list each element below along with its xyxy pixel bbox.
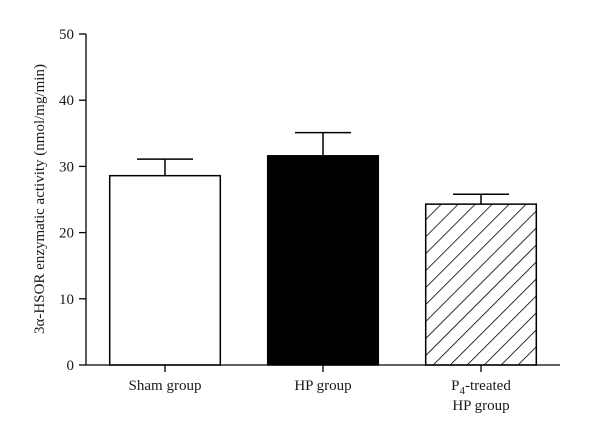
- y-tick-label: 40: [59, 93, 74, 109]
- bar: [108, 174, 222, 366]
- y-axis-label: 3α-HSOR enzymatic activity (nmol/mg/min): [32, 64, 48, 334]
- y-tick-label: 0: [67, 358, 75, 374]
- x-category-label: P4-treated: [451, 378, 511, 397]
- x-category-label: HP group: [452, 398, 509, 414]
- x-category-label-part: -treated: [465, 378, 511, 394]
- bar: [424, 203, 538, 366]
- y-tick-label: 10: [59, 292, 74, 308]
- x-category-label: Sham group: [129, 378, 202, 394]
- x-category-label-subscript: 4: [460, 385, 466, 397]
- x-category-label: HP group: [294, 378, 351, 394]
- bar: [266, 155, 380, 366]
- y-tick-label: 20: [59, 226, 74, 242]
- y-tick-label: 50: [59, 27, 74, 43]
- bars: [108, 131, 538, 366]
- y-axis: 0 10 20 30 40 50: [59, 27, 87, 374]
- x-category-label-part: P: [451, 378, 459, 394]
- y-tick-label: 30: [59, 159, 74, 175]
